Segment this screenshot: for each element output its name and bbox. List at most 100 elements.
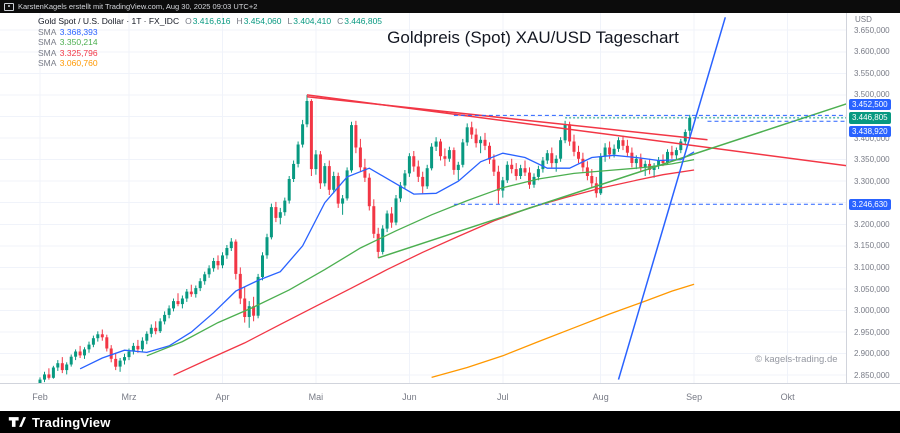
sma-legend-row: SMA 3.060,760 xyxy=(38,58,98,68)
candle-body xyxy=(207,268,211,275)
candle-body xyxy=(519,168,523,176)
candle-body xyxy=(657,160,661,166)
time-axis-label: Okt xyxy=(780,392,795,402)
candle-body xyxy=(617,140,620,149)
symbol-name: Gold Spot / U.S. Dollar · 1T · FX_IDC xyxy=(38,16,180,26)
candle-body xyxy=(229,241,233,249)
ohlc-open: O3.416,616 xyxy=(185,16,231,26)
candle-body xyxy=(439,141,442,157)
tradingview-wordmark[interactable]: TradingView xyxy=(32,414,111,430)
candle-body xyxy=(301,124,305,145)
ohlc-low: L3.404,410 xyxy=(287,16,332,26)
candle-body xyxy=(158,321,162,332)
candle-body xyxy=(568,124,572,142)
candle-body xyxy=(603,147,607,157)
candle-body xyxy=(541,160,545,170)
candle-body xyxy=(305,101,309,125)
candle-body xyxy=(216,261,220,266)
price-axis[interactable]: USD 3.650,000 3.600,000 3.550,000 3.500,000… xyxy=(846,13,900,383)
sma-50-line xyxy=(146,158,695,357)
candle-body xyxy=(87,344,91,350)
candle-body xyxy=(545,153,549,161)
candle-body xyxy=(221,255,224,266)
candle-body xyxy=(145,333,149,341)
candle-body xyxy=(238,273,242,299)
candle-body xyxy=(563,124,567,141)
ascending-support[interactable] xyxy=(377,103,846,259)
candle-body xyxy=(278,212,282,218)
candle-body xyxy=(131,345,135,352)
candle-body xyxy=(292,163,296,179)
candle-body xyxy=(336,176,340,204)
candle-body xyxy=(56,363,60,368)
chart-pane[interactable] xyxy=(0,13,846,383)
candle-body xyxy=(412,156,416,167)
candle-body xyxy=(163,314,167,322)
time-axis[interactable]: Feb Mrz Apr Mai Jun Jul Aug Sep Okt xyxy=(0,383,900,411)
candle-body xyxy=(381,228,385,252)
candle-body xyxy=(612,148,616,155)
candle-body xyxy=(599,156,603,194)
candle-body xyxy=(528,172,531,185)
candle-body xyxy=(470,127,474,135)
candle-body xyxy=(185,291,189,299)
candle-body xyxy=(385,213,389,229)
candle-body xyxy=(43,374,46,380)
candle-body xyxy=(630,152,634,163)
candle-body xyxy=(363,167,367,178)
steep-breakout-line[interactable] xyxy=(617,17,727,380)
candle-body xyxy=(189,291,193,295)
candle-body xyxy=(341,198,345,204)
candle-body xyxy=(390,213,394,223)
descending-resistance-lower[interactable] xyxy=(306,95,708,141)
candle-body xyxy=(332,176,336,190)
sma-100-line xyxy=(173,169,695,376)
tradingview-logo-icon[interactable] xyxy=(8,414,26,430)
candle-body xyxy=(283,200,287,213)
time-axis-label: Mrz xyxy=(121,392,137,402)
sma-200-line xyxy=(431,283,695,379)
candle-body xyxy=(514,169,518,176)
chart-canvas[interactable] xyxy=(0,13,846,383)
candle-body xyxy=(247,306,251,317)
candle-body xyxy=(309,101,313,170)
candle-body xyxy=(474,134,478,144)
candle-body xyxy=(510,164,514,170)
candle-body xyxy=(149,327,153,334)
candle-body xyxy=(252,306,256,316)
candle-body xyxy=(434,141,438,147)
candle-body xyxy=(536,169,540,177)
camera-icon xyxy=(4,2,14,11)
candle-body xyxy=(639,158,643,168)
candle-body xyxy=(501,180,505,191)
candle-body xyxy=(74,351,78,357)
footer-bar: TradingView xyxy=(0,411,900,433)
candle-body xyxy=(91,338,95,345)
price-tick-label: 3.000,000 xyxy=(854,306,890,316)
price-level-label: 3.246,630 xyxy=(849,198,891,211)
candle-body xyxy=(456,164,460,170)
candle-body xyxy=(483,139,487,146)
candle-body xyxy=(78,351,82,356)
candle-body xyxy=(688,117,692,131)
candle-body xyxy=(492,159,496,172)
candle-body xyxy=(608,147,612,155)
candle-body xyxy=(176,301,180,305)
candle-body xyxy=(554,158,558,164)
candle-body xyxy=(123,357,126,361)
candle-body xyxy=(354,125,358,148)
candle-body xyxy=(314,154,318,170)
ohlc-high: H3.454,060 xyxy=(236,16,282,26)
candle-body xyxy=(523,168,527,173)
candle-body xyxy=(243,298,247,317)
candle-body xyxy=(488,145,491,160)
time-axis-label: Jul xyxy=(497,392,509,402)
price-tick-label: 2.900,000 xyxy=(854,349,890,359)
candle-body xyxy=(407,156,411,174)
candle-body xyxy=(198,281,202,289)
sma-20-line xyxy=(79,151,695,370)
candle-body xyxy=(430,146,434,169)
candle-body xyxy=(577,151,580,159)
candle-body xyxy=(100,334,104,338)
candle-body xyxy=(127,351,131,358)
